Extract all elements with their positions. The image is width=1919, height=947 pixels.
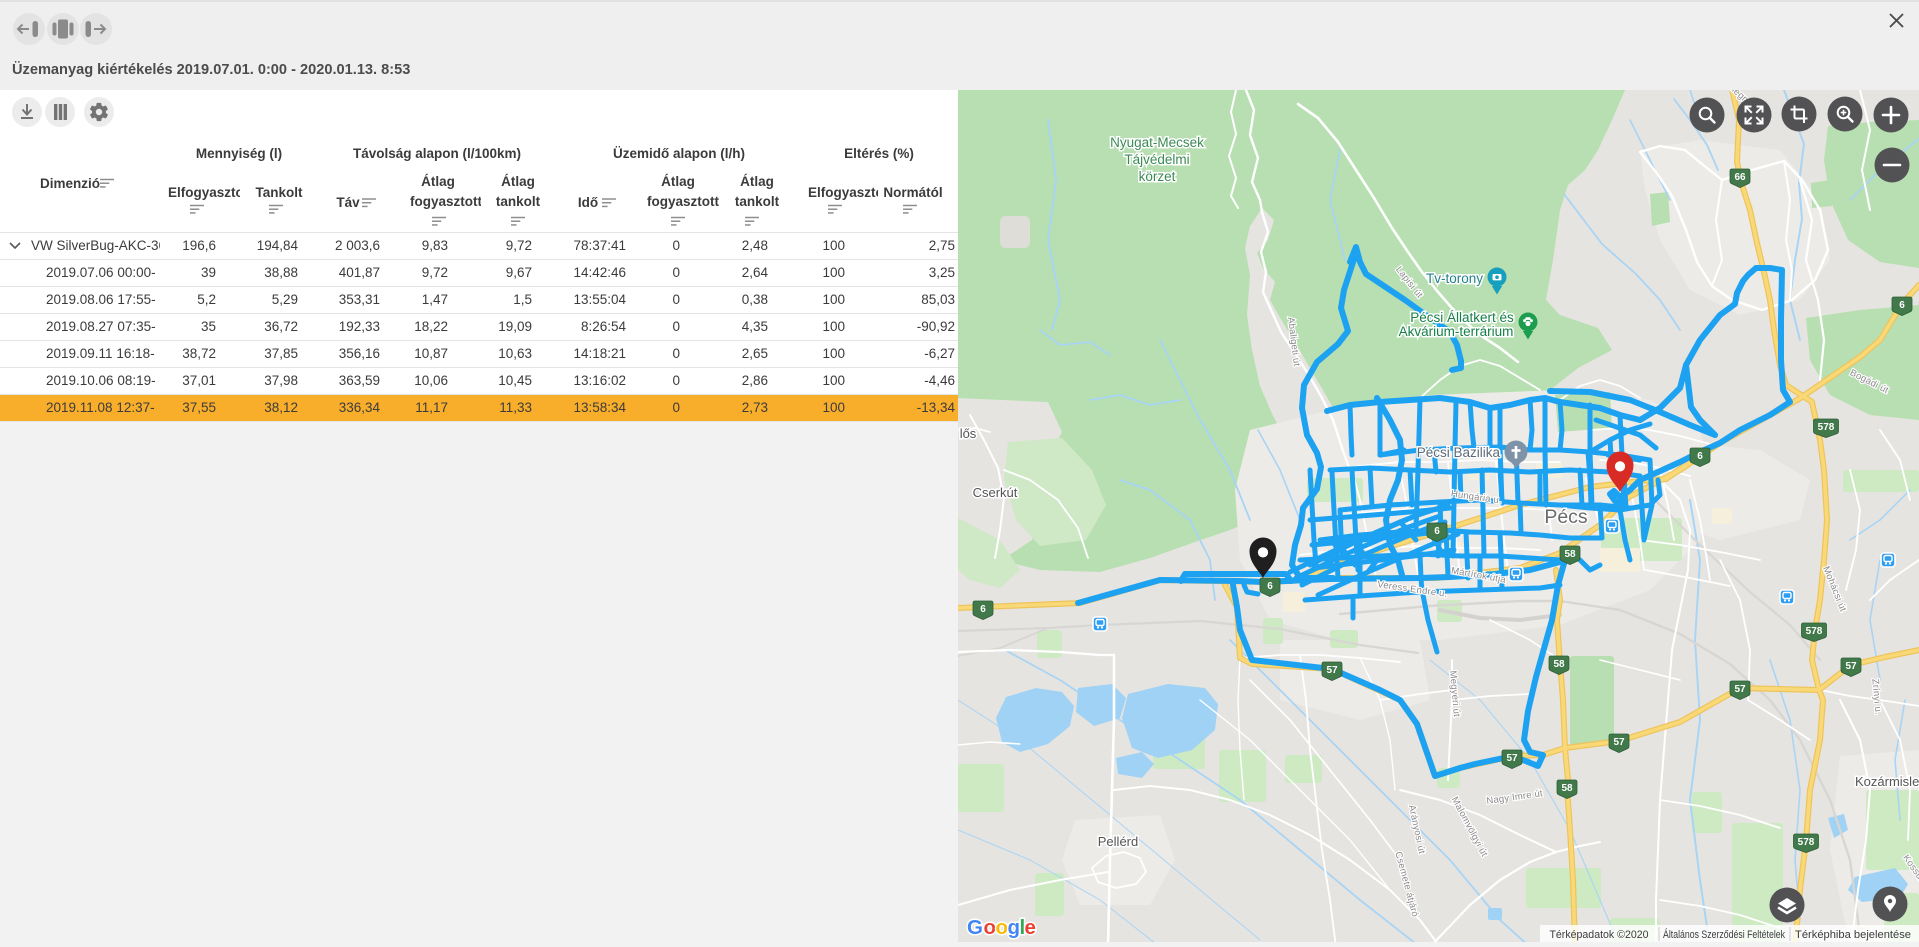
svg-text:57: 57	[1326, 665, 1338, 676]
svg-text:Tv-torony: Tv-torony	[1426, 271, 1483, 286]
svg-text:6: 6	[1697, 451, 1703, 462]
svg-text:578: 578	[1806, 626, 1823, 637]
svg-text:körzet: körzet	[1139, 169, 1176, 184]
svg-text:58: 58	[1561, 783, 1573, 794]
svg-text:o: o	[996, 916, 1009, 939]
svg-text:6: 6	[980, 604, 986, 615]
svg-text:66: 66	[1734, 172, 1746, 183]
svg-text:Zrínyi u.: Zrínyi u.	[1869, 678, 1883, 715]
svg-text:Pécsi Állatkert és: Pécsi Állatkert és	[1410, 310, 1514, 325]
svg-text:Tájvédelmi: Tájvédelmi	[1124, 152, 1189, 167]
svg-text:Általános Szerződési Feltétele: Általános Szerződési Feltételek	[1663, 928, 1786, 941]
svg-text:57: 57	[1506, 753, 1518, 764]
svg-text:g: g	[1008, 916, 1021, 939]
svg-text:Pécs: Pécs	[1544, 506, 1588, 528]
svg-text:58: 58	[1564, 549, 1576, 560]
svg-text:6: 6	[1267, 581, 1273, 592]
svg-text:57: 57	[1613, 737, 1625, 748]
svg-text:Megyeri út: Megyeri út	[1447, 670, 1462, 717]
svg-text:Akvárium-terrárium: Akvárium-terrárium	[1399, 324, 1514, 339]
svg-text:Pellérd: Pellérd	[1098, 834, 1138, 849]
svg-text:58: 58	[1553, 659, 1565, 670]
svg-text:Térképadatok ©2020: Térképadatok ©2020	[1549, 929, 1648, 941]
svg-text:lős: lős	[960, 426, 977, 441]
svg-text:Kozármisleny: Kozármisleny	[1855, 774, 1919, 789]
svg-text:G: G	[967, 916, 983, 939]
svg-text:57: 57	[1734, 684, 1746, 695]
svg-text:o: o	[984, 916, 997, 939]
svg-text:l: l	[1020, 916, 1026, 939]
svg-text:578: 578	[1818, 422, 1835, 433]
svg-text:578: 578	[1798, 837, 1815, 848]
svg-text:Pécsi Bazilika: Pécsi Bazilika	[1417, 445, 1501, 460]
svg-text:Térképhiba bejelentése: Térképhiba bejelentése	[1795, 929, 1911, 941]
svg-text:6: 6	[1434, 526, 1440, 537]
svg-text:6: 6	[1899, 300, 1905, 311]
svg-text:Cserkút: Cserkút	[973, 485, 1018, 500]
svg-text:Nyugat-Mecsek: Nyugat-Mecsek	[1110, 135, 1204, 150]
svg-text:57: 57	[1845, 661, 1857, 672]
svg-text:e: e	[1025, 916, 1036, 939]
